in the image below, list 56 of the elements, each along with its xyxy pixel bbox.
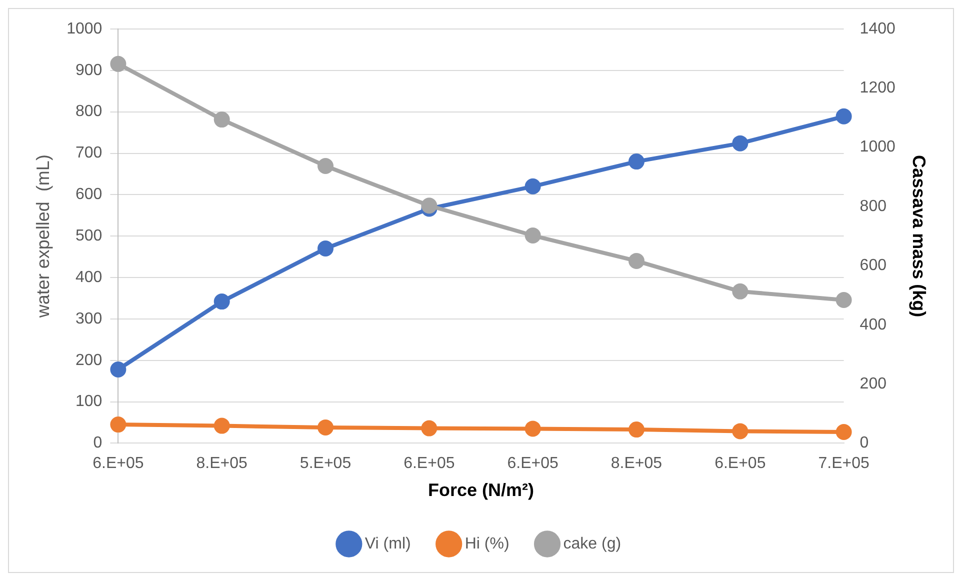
point <box>110 361 126 378</box>
point <box>318 158 334 174</box>
point <box>628 422 644 438</box>
x-tick-label: 8.E+05 <box>196 455 248 472</box>
y-tick-label: 900 <box>75 62 102 79</box>
y-tick-label: 800 <box>75 103 102 120</box>
point <box>732 135 748 152</box>
y2-tick-label: 0 <box>860 434 869 452</box>
y-tick-label: 500 <box>75 228 102 245</box>
x-tick-label: 8.E+05 <box>610 455 662 472</box>
y-tick-label: 0 <box>93 434 102 452</box>
point <box>732 423 748 440</box>
x-tick-label: 6.E+05 <box>714 455 766 472</box>
legend-label: cake (g) <box>563 535 622 552</box>
legend-label: Vi (ml) <box>364 535 411 552</box>
y2-tick-label: 1200 <box>860 80 896 97</box>
y-tick-label: 200 <box>75 352 102 369</box>
x-tick-label: 7.E+05 <box>818 455 870 472</box>
point <box>214 418 230 434</box>
y2-tick-label: 200 <box>860 375 887 392</box>
point <box>421 198 438 214</box>
y-axis-title: water expelled (mL) <box>32 154 53 319</box>
x-tick-label: 6.E+05 <box>404 455 455 472</box>
point <box>110 56 126 72</box>
point <box>836 108 852 124</box>
y-tick-label: 400 <box>75 268 102 286</box>
point <box>836 424 852 440</box>
y2-tick-label: 600 <box>860 257 887 274</box>
y2-axis-title: Cassava mass (kg) <box>909 155 930 318</box>
point <box>628 154 644 170</box>
x-tick-label: 5.E+05 <box>300 455 352 472</box>
y2-tick-label: 1000 <box>860 138 896 156</box>
y-tick-label: 700 <box>75 144 102 162</box>
y-tick-label: 600 <box>75 186 102 204</box>
point <box>524 228 541 244</box>
point <box>836 292 852 308</box>
point <box>524 178 541 194</box>
point <box>110 416 126 433</box>
x-axis-title: Force (N/m²) <box>428 480 534 500</box>
y-tick-label: 1000 <box>66 20 102 38</box>
x-tick-label: 6.E+05 <box>507 455 559 472</box>
y2-tick-label: 1400 <box>860 20 896 38</box>
point <box>214 112 230 128</box>
y2-tick-label: 800 <box>860 198 887 215</box>
legend-label: Hi (%) <box>464 535 510 552</box>
point <box>524 420 541 437</box>
point <box>318 240 334 257</box>
point <box>628 252 644 269</box>
point <box>214 294 230 310</box>
point <box>421 420 438 436</box>
point <box>318 419 334 436</box>
y-tick-label: 300 <box>75 310 102 328</box>
point <box>732 283 748 300</box>
x-tick-label: 6.E+05 <box>92 455 144 472</box>
y-tick-label: 100 <box>75 393 102 410</box>
y2-tick-label: 400 <box>860 316 887 334</box>
